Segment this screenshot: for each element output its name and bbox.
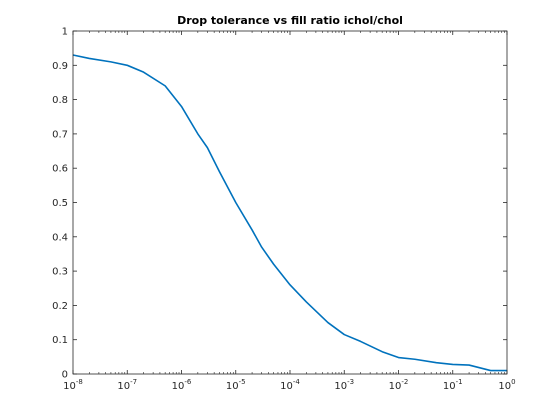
- y-tick-label: 1: [62, 27, 68, 38]
- axes-box: [72, 30, 508, 375]
- y-tick-label: 0.1: [52, 335, 68, 346]
- axis-ticks: 10-8 10-7 10-6 10-5 10-4 10-3 10-2 10-1 100 0 0.1 0…: [52, 27, 516, 393]
- x-tick-label: 10-6: [172, 378, 192, 392]
- plot-area: [73, 31, 507, 374]
- y-tick-label: 0.4: [52, 232, 68, 243]
- x-tick-label: 10-3: [334, 378, 354, 392]
- x-tick-label: 100: [498, 378, 515, 392]
- x-tick-label: 10-7: [117, 378, 137, 392]
- x-tick-label: 10-8: [63, 378, 83, 392]
- y-tick-label: 0.7: [52, 129, 68, 140]
- x-tick-label: 10-5: [226, 378, 246, 392]
- axes-frame: [72, 30, 508, 375]
- y-tick-label: 0.3: [52, 267, 68, 278]
- y-tick-label: 0.9: [52, 61, 68, 72]
- series-line: [72, 54, 507, 372]
- x-tick-label: 10-2: [389, 378, 409, 392]
- x-tick-label: 10-4: [280, 378, 300, 392]
- chart-title: Drop tolerance vs fill ratio ichol/chol: [177, 14, 403, 27]
- series-layer: [72, 54, 507, 372]
- y-tick-label: 0.6: [52, 164, 68, 175]
- x-tick-label: 10-1: [443, 378, 463, 392]
- y-tick-label: 0.5: [52, 198, 68, 209]
- y-tick-label: 0.8: [52, 95, 68, 106]
- y-tick-label: 0.2: [52, 301, 68, 312]
- y-tick-label: 0: [62, 370, 68, 381]
